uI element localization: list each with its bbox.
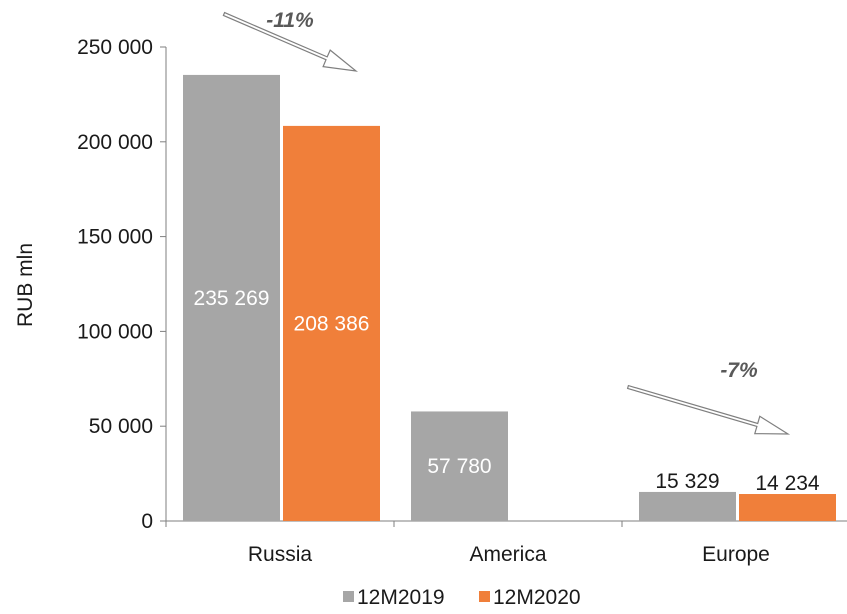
data-label: 14 234 xyxy=(755,472,820,495)
y-tick-label: 0 xyxy=(141,510,153,533)
bar-12M2020-Europe xyxy=(739,494,836,521)
y-tick-label: 150 000 xyxy=(77,226,153,249)
change-annotation: -7% xyxy=(720,359,758,382)
x-axis: Russia America Europe xyxy=(165,520,847,566)
bar-12M2019-Russia xyxy=(183,74,280,521)
annotations: -11% -7% xyxy=(222,9,791,435)
bar-12M2019-Europe xyxy=(639,491,736,521)
trend-arrow-icon xyxy=(626,384,791,435)
x-tick-label: Russia xyxy=(248,543,313,566)
legend: 12M2019 12M2020 xyxy=(343,586,581,609)
y-tick-label: 50 000 xyxy=(89,415,153,438)
y-tick-label: 250 000 xyxy=(77,36,153,59)
y-tick-label: 100 000 xyxy=(77,320,153,343)
y-axis-label: RUB mln xyxy=(14,243,37,327)
data-label: 57 780 xyxy=(427,455,491,478)
x-tick-label: Europe xyxy=(702,543,770,566)
x-tick-label: America xyxy=(469,543,546,566)
y-tick-label: 200 000 xyxy=(77,131,153,154)
data-label: 15 329 xyxy=(655,470,719,493)
legend-swatch-12M2020 xyxy=(479,591,490,602)
legend-label: 12M2019 xyxy=(357,586,445,609)
legend-swatch-12M2019 xyxy=(343,591,354,602)
data-label: 235 269 xyxy=(194,287,270,310)
change-annotation: -11% xyxy=(266,9,314,32)
legend-label: 12M2020 xyxy=(493,586,581,609)
trend-arrow-icon xyxy=(222,11,359,72)
bar-12M2020-Russia xyxy=(283,125,380,521)
y-axis: 0 50 000 100 000 150 000 200 000 250 000 xyxy=(77,36,167,533)
bars xyxy=(183,74,836,521)
data-label: 208 386 xyxy=(294,312,370,335)
bar-12M2019-America xyxy=(411,411,508,521)
data-labels: 235 269 57 780 15 329 208 386 14 234 xyxy=(194,287,820,495)
